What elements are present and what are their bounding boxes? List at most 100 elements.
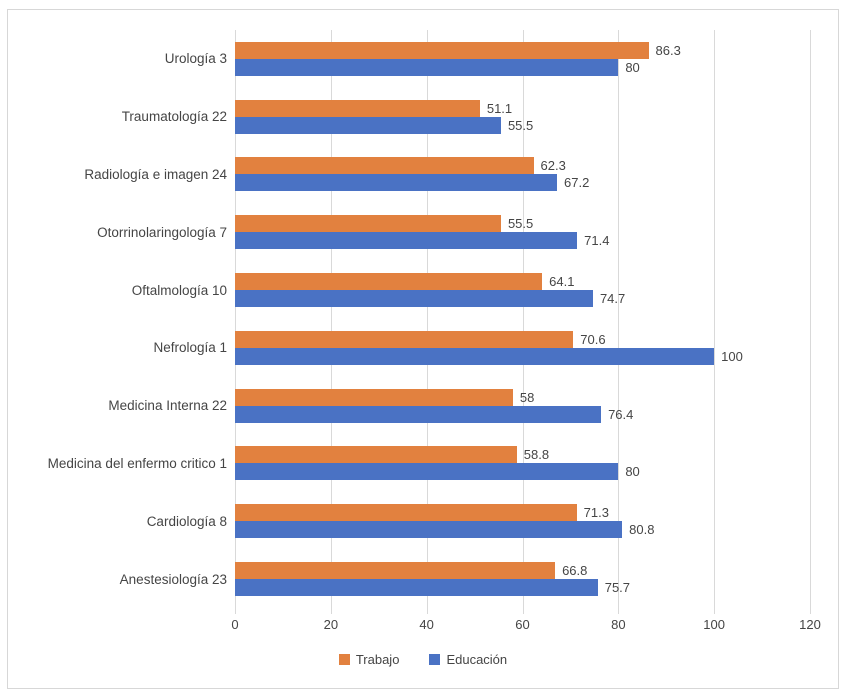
bar-trabajo — [235, 41, 649, 59]
data-label: 80.8 — [629, 522, 655, 538]
legend: Trabajo Educación — [8, 652, 838, 667]
category-label: Nefrología 1 — [153, 340, 227, 356]
gridline — [235, 30, 236, 608]
legend-item-educacion: Educación — [429, 652, 507, 667]
bar-row: 55.5 — [235, 215, 810, 233]
axis-tick-label: 20 — [323, 617, 339, 632]
category-label: Urología 3 — [164, 51, 227, 67]
bar-trabajo — [235, 330, 574, 348]
bar-educación — [235, 174, 557, 192]
data-label: 58.8 — [523, 447, 550, 463]
bar-row: 55.5 — [235, 116, 810, 134]
educacion-swatch-icon — [429, 654, 441, 665]
category-label: Oftalmología 10 — [131, 282, 227, 298]
category-label: Otorrinolaringología 7 — [97, 224, 227, 240]
legend-label-educacion: Educación — [446, 652, 508, 667]
bar-row: 67.2 — [235, 174, 810, 192]
trabajo-swatch-icon — [338, 654, 350, 665]
axis-tick — [235, 608, 236, 614]
axis-tick-label: 100 — [703, 617, 726, 632]
data-label: 67.2 — [564, 175, 590, 191]
bar-group: 55.5 71.4 — [235, 203, 810, 261]
bar-educación — [235, 579, 598, 597]
category-label: Medicina Interna 22 — [108, 398, 227, 414]
bar-group: 70.6 100 — [235, 319, 810, 377]
chart-frame: Urología 3 Traumatología 22 Radiología e i… — [7, 9, 839, 689]
bar-educación — [235, 347, 715, 365]
legend-item-trabajo: Trabajo — [338, 652, 400, 667]
data-label: 71.4 — [584, 233, 610, 249]
data-label: 80 — [625, 464, 640, 480]
bar-row: 80 — [235, 463, 810, 481]
bar-trabajo — [235, 388, 513, 406]
bar-row: 74.7 — [235, 290, 810, 308]
bar-group: 51.1 55.5 — [235, 88, 810, 146]
plot-area: 86.3 80 51.1 55.5 62.3 67.2 55.5 71.4 64.1 74.7 70… — [235, 30, 811, 608]
data-label: 86.3 — [655, 42, 681, 58]
gridline — [330, 30, 332, 608]
bar-group: 62.3 67.2 — [235, 146, 810, 204]
category-axis: Urología 3 Traumatología 22 Radiología e i… — [8, 30, 235, 608]
category-label: Cardiología 8 — [146, 513, 227, 529]
data-label: 62.3 — [540, 158, 566, 174]
bar-educación — [235, 116, 501, 134]
data-label: 71.3 — [583, 505, 609, 521]
bar-trabajo — [235, 562, 556, 580]
axis-tick — [810, 608, 811, 614]
gridline — [618, 30, 620, 608]
data-label: 100 — [721, 348, 743, 364]
data-label: 64.1 — [549, 274, 575, 290]
axis-tick — [330, 608, 332, 614]
axis-tick-label: 120 — [799, 617, 821, 632]
bar-group: 66.8 75.7 — [235, 550, 810, 608]
bar-row: 100 — [235, 347, 810, 365]
bar-educación — [235, 521, 623, 539]
axis-tick — [618, 608, 620, 614]
bar-row: 70.6 — [235, 330, 810, 348]
bar-educación — [235, 463, 619, 481]
bar-row: 58.8 — [235, 446, 810, 464]
bar-group: 86.3 80 — [235, 30, 810, 88]
legend-label-trabajo: Trabajo — [355, 652, 400, 667]
bar-row: 80 — [235, 58, 810, 76]
bar-group: 58.8 80 — [235, 435, 810, 493]
data-label: 51.1 — [486, 100, 513, 116]
gridline — [522, 30, 524, 608]
bar-group: 58 76.4 — [235, 377, 810, 435]
category-label: Radiología e imagen 24 — [84, 166, 227, 182]
bar-group: 64.1 74.7 — [235, 261, 810, 319]
bar-row: 51.1 — [235, 99, 810, 117]
bar-educación — [235, 405, 602, 423]
bar-trabajo — [235, 273, 543, 291]
bar-row: 80.8 — [235, 521, 810, 539]
data-label: 70.6 — [580, 331, 606, 347]
gridline — [426, 30, 428, 608]
bar-trabajo — [235, 215, 501, 233]
bar-trabajo — [235, 504, 577, 522]
bar-trabajo — [235, 446, 517, 464]
data-label: 55.5 — [507, 216, 534, 232]
axis-tick — [522, 608, 524, 614]
data-label: 66.8 — [562, 563, 588, 579]
axis-tick-label: 0 — [231, 617, 239, 632]
axis-tick-label: 60 — [515, 617, 530, 632]
value-axis: 0 20 40 60 80 100 120 — [231, 608, 821, 638]
axis-tick-label: 80 — [611, 617, 626, 632]
data-label: 75.7 — [604, 580, 631, 596]
bar-educación — [235, 290, 593, 308]
bar-row: 76.4 — [235, 405, 810, 423]
data-label: 55.5 — [507, 117, 534, 133]
axis-tick — [426, 608, 428, 614]
axis-tick-label: 40 — [419, 617, 434, 632]
data-label: 74.7 — [599, 291, 626, 307]
bar-trabajo — [235, 157, 534, 175]
bar-row: 86.3 — [235, 41, 810, 59]
bar-row: 71.4 — [235, 232, 810, 250]
category-label: Traumatología 22 — [121, 109, 227, 125]
axis-tick — [714, 608, 716, 614]
bar-group: 71.3 80.8 — [235, 492, 810, 550]
bar-row: 64.1 — [235, 273, 810, 291]
bar-row: 75.7 — [235, 579, 810, 597]
chart-body: Urología 3 Traumatología 22 Radiología e i… — [8, 30, 838, 608]
data-label: 58 — [519, 389, 535, 405]
